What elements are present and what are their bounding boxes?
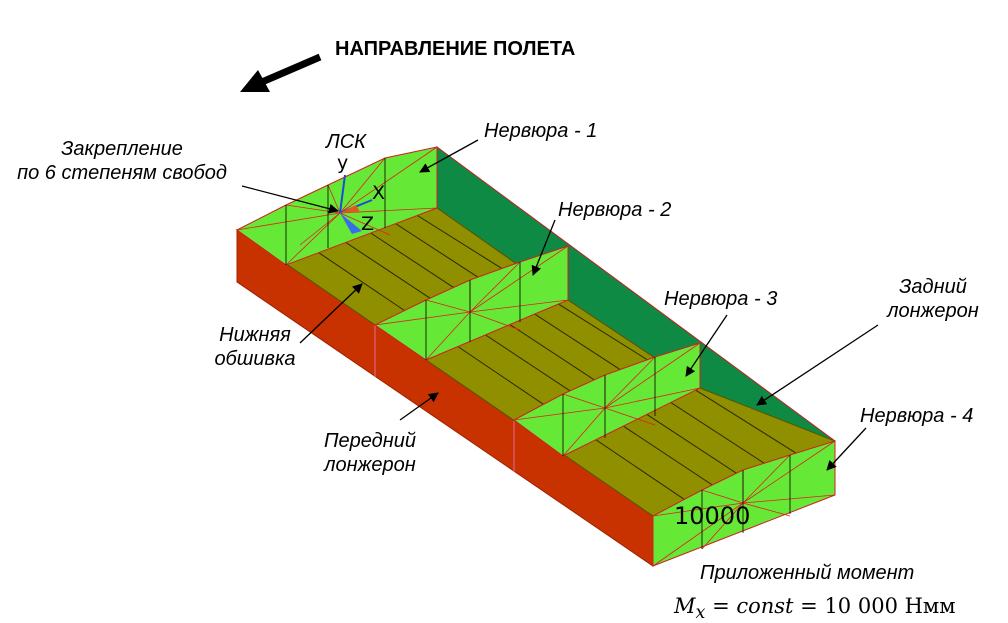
lower-skin-label-line2: обшивка (214, 348, 296, 370)
skin-stringers (299, 213, 816, 511)
rear-spar-label: Задний лонжерон (868, 275, 998, 323)
lower-skin-label-line1: Нижняя (219, 324, 291, 346)
axis-x-label: X (372, 182, 386, 204)
moment-formula: Mx = const = 10 000 Нмм (674, 594, 956, 623)
local-coordinate-system (339, 174, 373, 234)
fixation-label: Закрепление по 6 степеням свобод (2, 137, 242, 185)
moment-subscript: x (695, 603, 706, 623)
moment-symbol: M (674, 594, 696, 618)
front-spar-label: Передний лонжерон (305, 429, 435, 477)
rib-2 (374, 245, 569, 361)
rear-spar-label-line2: лонжерон (887, 300, 979, 322)
lsk-label: ЛСК (326, 131, 366, 153)
front-spar-label-line1: Передний (324, 430, 416, 452)
load-value: 10000 (674, 502, 751, 530)
rib-1-label: Нервюра - 1 (484, 120, 598, 142)
axis-y-label: y (337, 152, 349, 174)
rib-3-label: Нервюра - 3 (664, 288, 778, 310)
rib-2-label: Нервюра - 2 (558, 199, 672, 221)
front-spar-label-line2: лонжерон (324, 454, 416, 476)
moment-caption: Приложенный момент (700, 562, 915, 584)
rib-3 (513, 342, 701, 457)
flight-direction-title: НАПРАВЛЕНИЕ ПОЛЕТА (335, 38, 576, 60)
moment-const: const (736, 594, 794, 618)
rib-4-label: Нервюра - 4 (860, 405, 974, 427)
fixation-label-line1: Закрепление (61, 138, 183, 160)
rear-spar-label-line1: Задний (899, 276, 967, 298)
fixation-label-line2: по 6 степеням свобод (17, 162, 227, 184)
flight-direction-arrow (240, 53, 322, 92)
axis-z-label: Z (361, 213, 375, 235)
moment-eq2: = 10 000 Нмм (793, 594, 956, 618)
leader-arrows (241, 139, 879, 471)
lower-skin-label: Нижняя обшивка (195, 323, 315, 371)
moment-eq1: = (705, 594, 737, 618)
rib-4 (652, 440, 836, 567)
